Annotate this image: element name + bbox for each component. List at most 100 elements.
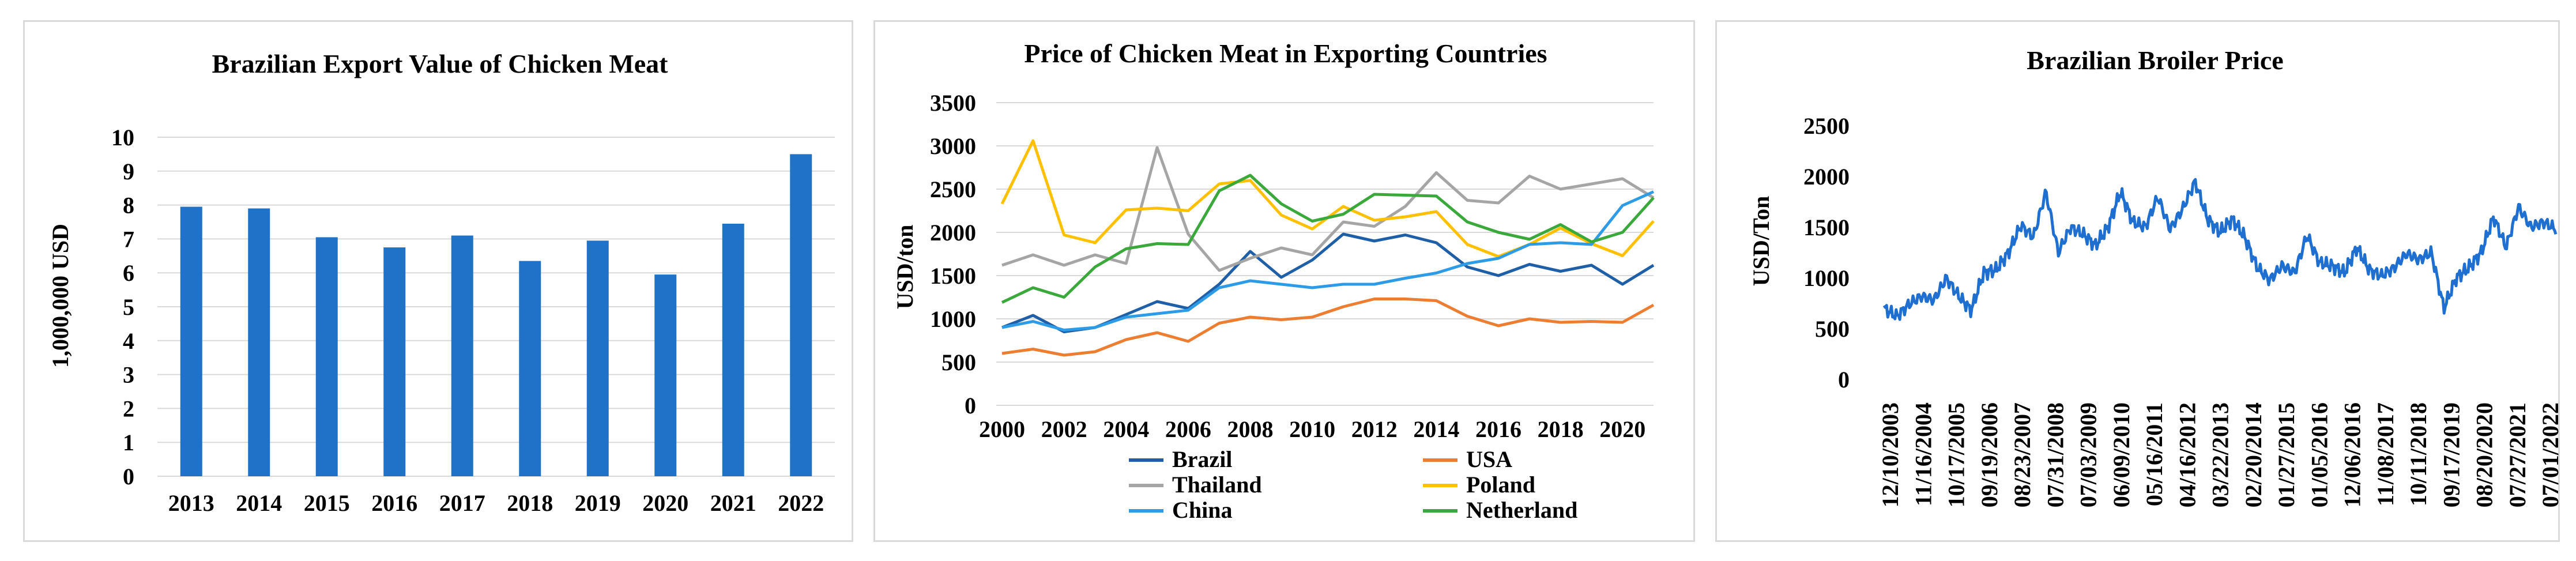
bar-2016 — [383, 247, 406, 476]
legend-label-poland: Poland — [1466, 472, 1535, 498]
x-tick-label: 07/03/2009 — [2076, 402, 2102, 507]
bar-2020 — [654, 274, 677, 476]
y-tick-label: 2000 — [1803, 164, 1850, 190]
chart-title: Price of Chicken Meat in Exporting Count… — [1024, 39, 1547, 68]
y-tick-label: 2 — [123, 396, 134, 421]
series-line-usa — [1001, 298, 1655, 357]
y-axis-label: 1,000,000 USD — [47, 224, 73, 368]
y-tick-label: 2000 — [930, 220, 976, 246]
x-tick-label: 01/27/2015 — [2273, 402, 2299, 507]
x-tick-label: 03/22/2013 — [2208, 402, 2234, 507]
chart-title: Brazilian Export Value of Chicken Meat — [212, 49, 669, 78]
y-tick-label: 3000 — [930, 133, 976, 159]
x-tick-label: 2018 — [1538, 416, 1584, 442]
x-tick-label: 2016 — [371, 490, 417, 516]
y-tick-label: 1000 — [930, 306, 976, 332]
exporting-countries-price-chart: Price of Chicken Meat in Exporting Count… — [892, 39, 1655, 523]
series-line-brazil — [1001, 232, 1655, 333]
y-tick-label: 2500 — [930, 176, 976, 202]
chart-title: Brazilian Broiler Price — [2027, 46, 2283, 75]
y-tick-label: 1500 — [1803, 214, 1850, 240]
x-tick-label: 04/16/2012 — [2174, 402, 2200, 507]
y-axis-label: USD/Ton — [1748, 196, 1774, 286]
x-tick-label: 2002 — [1041, 416, 1087, 442]
x-tick-label: 2008 — [1227, 416, 1273, 442]
series-line-netherland — [1001, 174, 1655, 304]
bar-2015 — [315, 237, 338, 476]
x-tick-label: 2006 — [1165, 416, 1211, 442]
bar-2019 — [586, 240, 609, 476]
x-tick-label: 12/10/2003 — [1877, 402, 1903, 507]
broiler-price-chart-panel: Brazilian Broiler Price USD/Ton 0 500 1000… — [1715, 20, 2562, 542]
x-tick-label: 07/01/2022 — [2537, 402, 2562, 507]
x-tick-label: 2010 — [1289, 416, 1335, 442]
x-tick-label: 2014 — [236, 490, 282, 516]
x-tick-label: 2012 — [1351, 416, 1398, 442]
x-tick-label: 09/19/2006 — [1976, 402, 2002, 507]
bar-2021 — [722, 223, 744, 476]
x-tick-label: 07/31/2008 — [2042, 402, 2068, 507]
x-tick-label: 05/16/2011 — [2141, 402, 2167, 506]
y-tick-label: 7 — [123, 226, 134, 252]
y-tick-label: 1000 — [1803, 265, 1850, 291]
y-tick-label: 0 — [1838, 367, 1850, 393]
y-tick-label: 0 — [123, 464, 134, 490]
x-tick-label: 11/08/2017 — [2372, 402, 2398, 506]
bar-2014 — [248, 208, 270, 476]
x-tick-label: 2020 — [642, 490, 688, 516]
x-tick-label: 2020 — [1599, 416, 1645, 442]
x-tick-label: 08/20/2020 — [2472, 402, 2498, 507]
y-tick-label: 2500 — [1803, 113, 1850, 139]
y-tick-label: 3500 — [930, 90, 976, 116]
broiler-price-chart: Brazilian Broiler Price USD/Ton 0 500 1000… — [1748, 46, 2562, 507]
legend-label-usa: USA — [1466, 446, 1512, 472]
y-tick-label: 1 — [123, 430, 134, 455]
exporting-countries-price-chart-panel: Price of Chicken Meat in Exporting Count… — [873, 20, 1695, 542]
x-tick-label: 2022 — [778, 490, 824, 516]
x-tick-label: 02/20/2014 — [2240, 402, 2266, 507]
legend-label-china: China — [1172, 497, 1233, 523]
bar-2022 — [790, 154, 812, 476]
legend-label-netherland: Netherland — [1466, 497, 1577, 523]
export-value-chart-panel: Brazilian Export Value of Chicken Meat 1… — [23, 20, 853, 542]
x-tick-label: 06/09/2010 — [2108, 402, 2134, 507]
y-tick-label: 500 — [941, 349, 976, 375]
x-tick-label: 09/17/2019 — [2438, 402, 2464, 507]
x-tick-label: 10/17/2005 — [1944, 402, 1969, 507]
x-tick-label: 2013 — [168, 490, 214, 516]
y-tick-label: 9 — [123, 159, 134, 185]
y-tick-label: 3 — [123, 362, 134, 388]
x-tick-label: 2017 — [439, 490, 485, 516]
y-tick-label: 4 — [123, 328, 134, 354]
bar-2017 — [451, 235, 473, 476]
y-tick-label: 10 — [111, 125, 134, 150]
export-value-chart: Brazilian Export Value of Chicken Meat 1… — [47, 49, 835, 516]
y-tick-label: 5 — [123, 294, 134, 320]
x-tick-label: 2014 — [1413, 416, 1459, 442]
y-tick-label: 0 — [965, 393, 976, 419]
y-tick-label: 500 — [1815, 316, 1850, 342]
series-line-china — [1001, 190, 1655, 332]
y-tick-label: 1500 — [930, 263, 976, 289]
x-tick-label: 2016 — [1475, 416, 1522, 442]
x-tick-label: 2004 — [1103, 416, 1149, 442]
x-tick-label: 2019 — [575, 490, 621, 516]
y-tick-label: 8 — [123, 193, 134, 219]
x-tick-label: 01/05/2016 — [2306, 402, 2332, 507]
x-tick-label: 2018 — [507, 490, 553, 516]
y-axis-label: USD/ton — [892, 225, 918, 310]
bar-2018 — [519, 261, 541, 476]
y-tick-label: 6 — [123, 260, 134, 286]
bar-2013 — [180, 206, 202, 476]
legend-label-brazil: Brazil — [1172, 446, 1232, 472]
x-tick-label: 12/06/2016 — [2340, 402, 2366, 507]
x-tick-label: 10/11/2018 — [2405, 402, 2431, 506]
x-tick-label: 2000 — [979, 416, 1025, 442]
legend-label-thailand: Thailand — [1172, 472, 1262, 498]
x-tick-label: 08/23/2007 — [2009, 402, 2035, 507]
x-tick-label: 07/27/2021 — [2505, 402, 2530, 507]
x-tick-label: 2015 — [304, 490, 350, 516]
series-line-broiler-price — [1882, 178, 2558, 321]
series-line-thailand — [1001, 146, 1655, 272]
x-tick-label: 2021 — [710, 490, 756, 516]
